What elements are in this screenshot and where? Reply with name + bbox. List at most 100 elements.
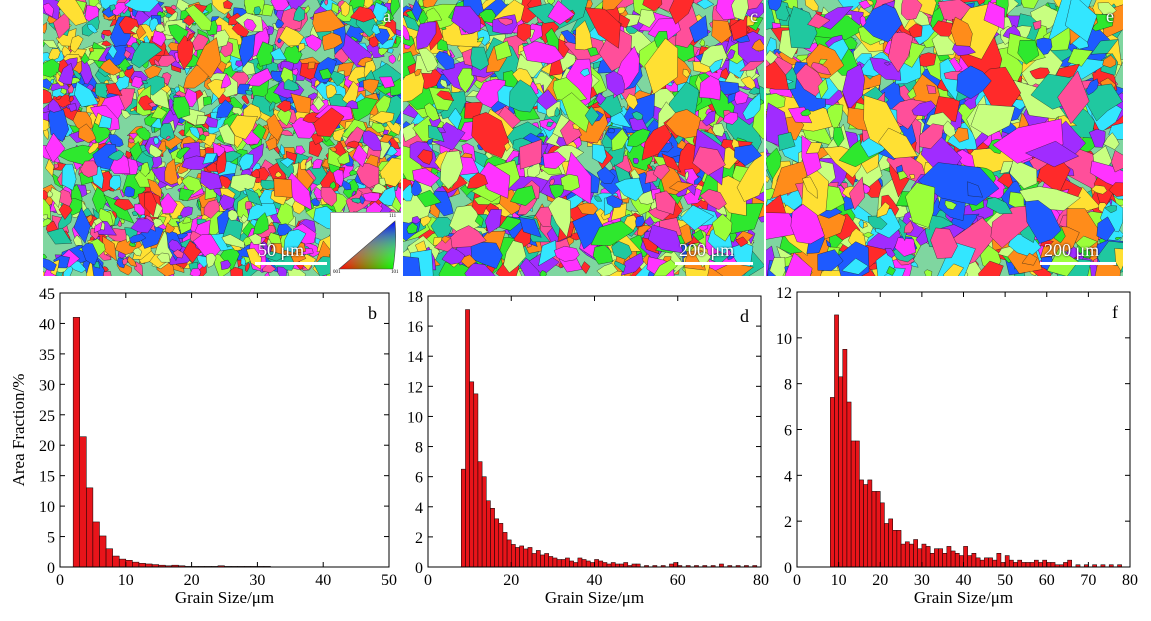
histogram-b: 0 10 20 30 40 50 0 5 10 15 20 25 30 35 40 45 b Grain Size… <box>9 286 397 607</box>
scale-bar-label-a: 50 μm <box>258 240 305 260</box>
histogram-bar-f <box>988 557 993 568</box>
histogram-bar-d <box>573 562 579 568</box>
histogram-bar-d <box>473 393 479 568</box>
histogram-bar-f <box>834 314 839 568</box>
histogram-bar-f <box>1004 555 1010 568</box>
histogram-bar-f <box>996 553 1002 568</box>
ipf-color-key: 001 101 111 <box>330 212 401 276</box>
histogram-bar-f <box>946 546 952 568</box>
x-tick-label-d: 40 <box>587 572 603 589</box>
histogram-bar-f <box>896 530 902 568</box>
histogram-bar-d <box>577 557 583 568</box>
histogram-bar-f <box>1067 559 1072 568</box>
y-tick-label-f: 6 <box>784 423 792 440</box>
y-tick-label-d: 0 <box>415 560 423 577</box>
histogram-bar-f <box>921 543 927 568</box>
histogram-bar-f <box>938 548 943 568</box>
histogram-bar-d <box>594 559 599 568</box>
scale-bar-e <box>1040 262 1116 265</box>
y-tick-label-b: 40 <box>39 316 55 333</box>
y-tick-label-f: 8 <box>784 377 792 394</box>
histogram-bar-f <box>846 401 852 568</box>
histogram-bar-b <box>79 436 87 568</box>
histogram-bar-d <box>481 476 487 568</box>
ebsd-map-c: c 200 μm <box>403 0 764 276</box>
histogram-bar-f <box>1042 559 1048 568</box>
histogram-bar-f <box>904 541 910 568</box>
x-axis-label-b: Grain Size/μm <box>175 588 274 607</box>
histogram-bar-d <box>569 560 574 568</box>
histogram-bar-f <box>1038 562 1043 568</box>
histogram-bar-f <box>909 543 914 568</box>
y-tick-label-b: 30 <box>39 377 55 394</box>
ipf-triangle-icon <box>338 220 396 270</box>
x-tick-label-f: 30 <box>914 572 930 589</box>
histogram-bar-f <box>929 553 935 568</box>
y-tick-label-b: 45 <box>39 286 55 303</box>
histogram-bar-f <box>871 491 877 568</box>
y-tick-label-d: 4 <box>415 500 423 517</box>
x-tick-label-b: 0 <box>56 572 64 589</box>
histogram-bar-f <box>984 557 989 568</box>
histogram-bar-b <box>99 535 107 568</box>
histogram-bar-f <box>1009 559 1014 568</box>
y-tick-label-d: 18 <box>407 289 423 306</box>
y-tick-label-d: 14 <box>407 349 423 366</box>
histogram-bar-f <box>892 530 898 568</box>
x-tick-label-b: 20 <box>184 572 200 589</box>
histogram-bar-d <box>465 309 470 568</box>
scale-bar-label-c: 200 μm <box>679 240 735 260</box>
histogram-bar-d <box>523 548 529 568</box>
ipf-label-001: 001 <box>333 270 341 275</box>
y-tick-label-f: 0 <box>784 560 792 577</box>
x-tick-label-b: 40 <box>315 572 331 589</box>
histogram-bar-b <box>118 558 127 568</box>
x-tick-label-d: 0 <box>424 572 432 589</box>
histogram-bar-f <box>830 397 835 568</box>
ipf-label-101: 101 <box>391 270 399 275</box>
histogram-bar-d <box>560 559 566 568</box>
ebsd-map-a: a 50 μm 001 101 111 <box>43 0 401 276</box>
histogram-bar-f <box>875 491 881 568</box>
y-tick-label-f: 4 <box>784 468 792 485</box>
histogram-bar-d <box>581 559 587 568</box>
histogram-bar-d <box>469 381 475 568</box>
histogram-bar-f <box>842 349 848 568</box>
y-tick-label-f: 12 <box>776 285 792 302</box>
x-tick-label-f: 70 <box>1080 572 1096 589</box>
panel-label-f: f <box>1112 302 1118 322</box>
histogram-bar-d <box>565 557 570 568</box>
x-tick-label-b: 10 <box>118 572 134 589</box>
panel-label-e: e <box>1106 6 1114 26</box>
y-tick-label-b: 5 <box>47 530 55 547</box>
histogram-bar-f <box>917 548 923 568</box>
histogram-bar-f <box>967 555 973 568</box>
histogram-bar-d <box>585 560 591 568</box>
histogram-bar-b <box>112 555 120 568</box>
scale-bar-label-e: 200 μm <box>1044 240 1100 260</box>
x-tick-label-d: 80 <box>753 572 769 589</box>
x-axis-label-d: Grain Size/μm <box>545 588 644 607</box>
histogram-bar-d <box>515 547 520 568</box>
x-tick-label-b: 30 <box>249 572 265 589</box>
y-tick-label-d: 12 <box>407 379 423 396</box>
x-tick-label-d: 20 <box>503 572 519 589</box>
histogram-bar-d <box>548 556 554 568</box>
histogram-bar-d <box>486 500 491 568</box>
histogram-bar-f <box>900 543 906 568</box>
histogram-bar-f <box>1025 562 1031 568</box>
histogram-f: 0 10 20 30 40 50 60 70 80 0 2 4 6 8 10 12 f Grain Size/μm <box>776 285 1138 607</box>
histogram-bar-f <box>1063 562 1068 568</box>
histogram-bar-b <box>105 548 113 568</box>
panel-label-c: c <box>750 6 758 26</box>
histogram-bar-d <box>673 562 679 568</box>
histogram-bar-d <box>602 562 608 568</box>
histogram-bar-f <box>1000 562 1006 568</box>
histogram-bar-f <box>913 539 918 568</box>
histogram-bar-b <box>125 560 133 568</box>
histogram-bar-d <box>494 518 500 568</box>
x-axis-label-f: Grain Size/μm <box>914 588 1013 607</box>
histogram-bar-b <box>92 521 100 568</box>
histogram-bar-d <box>519 545 524 568</box>
histogram-bar-f <box>838 376 844 568</box>
